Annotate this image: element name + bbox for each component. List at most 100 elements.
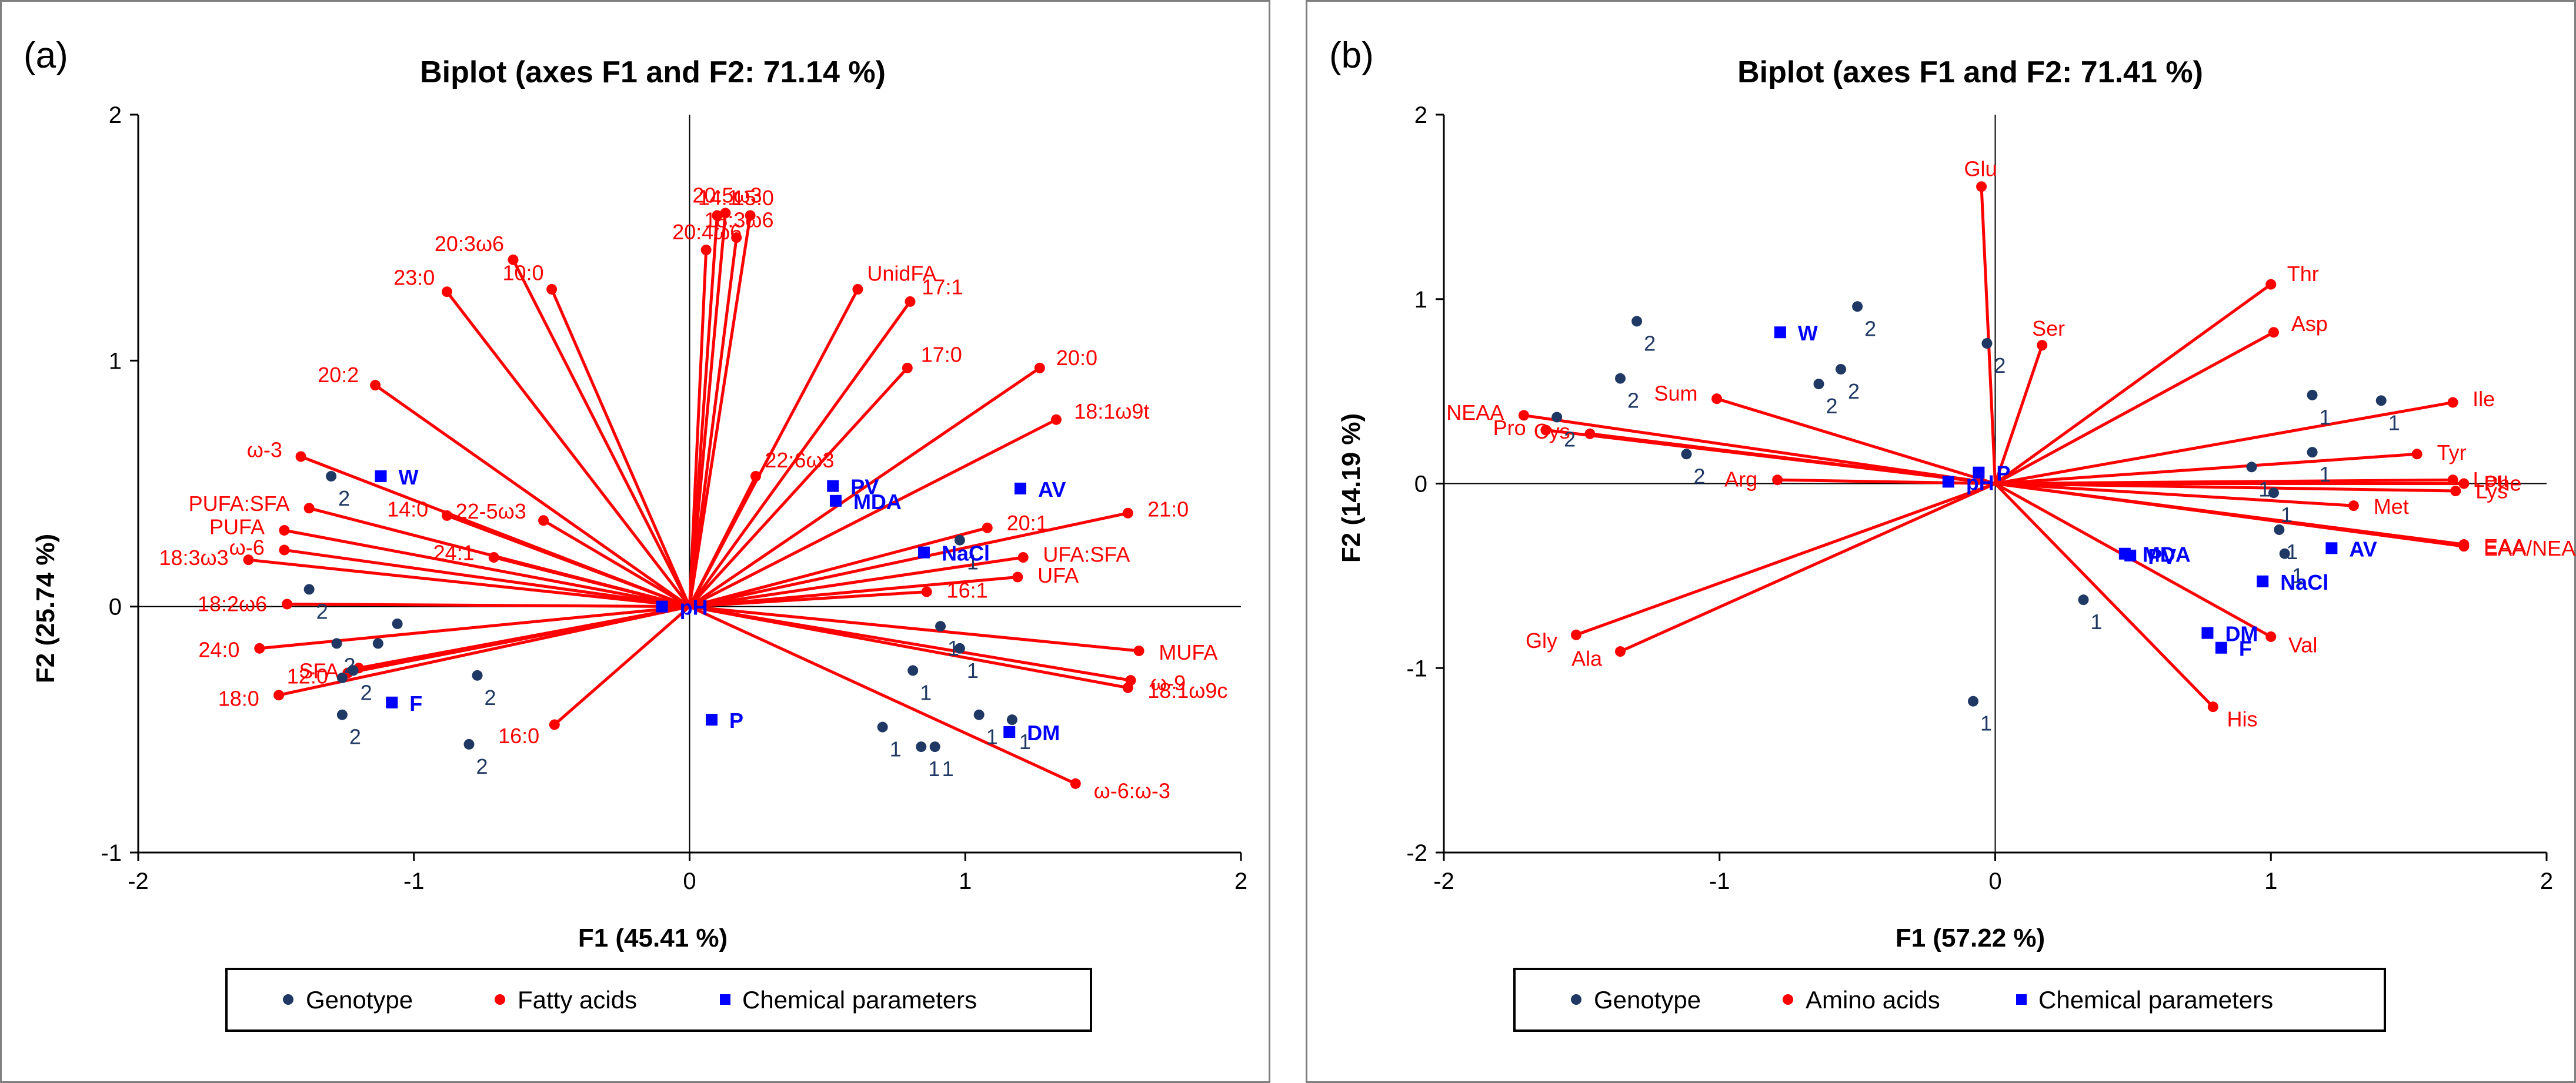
- genotype-point: [1836, 363, 1846, 375]
- variable-label: EAA: [2484, 534, 2526, 559]
- genotype-point: [2307, 389, 2318, 400]
- chart-title: Biplot (axes F1 and F2: 71.41 %): [1737, 55, 2203, 89]
- variable-vector: [287, 602, 690, 609]
- x-tick-label: -2: [128, 868, 149, 894]
- legend-variable-label: Fatty acids: [518, 986, 637, 1014]
- chart-title: Biplot (axes F1 and F2: 71.14 %): [420, 55, 886, 89]
- variable-label: Pro: [1493, 416, 1526, 440]
- genotype-label: 2: [361, 680, 372, 704]
- variable-point: [712, 210, 723, 221]
- variable-label: 23:0: [393, 265, 435, 289]
- variable-point: [442, 286, 452, 298]
- variable-vector: [688, 249, 708, 607]
- variable-label: 14:1: [698, 186, 739, 210]
- chemical-label: pH: [1966, 470, 1994, 494]
- panel-frame: [1306, 0, 2576, 1083]
- genotype-label: 2: [1693, 464, 1705, 488]
- variable-point: [1772, 474, 1783, 486]
- variable-vector: [542, 519, 690, 608]
- variable-vector: [688, 367, 909, 608]
- variable-label: 20:3ω6: [435, 232, 504, 256]
- variable-vector: [689, 556, 1024, 609]
- genotype-label: 2: [476, 754, 488, 778]
- genotype-point: [973, 709, 985, 720]
- genotype-label: 1: [942, 757, 954, 781]
- genotype-label: 1: [986, 725, 998, 749]
- genotype-label: 2: [1644, 331, 1656, 355]
- genotype-label: 2: [316, 599, 328, 623]
- chemical-label: P: [1996, 462, 2010, 486]
- genotype-point: [1813, 379, 1824, 390]
- genotype-point: [877, 721, 888, 733]
- variable-label: 18:0: [218, 687, 259, 711]
- variable-point: [2268, 327, 2279, 338]
- chemical-point: [2124, 549, 2137, 561]
- y-tick-label: -1: [1406, 656, 1427, 681]
- y-tick-label: 1: [1414, 287, 1427, 313]
- variable-label: 18:1ω9t: [1074, 399, 1149, 423]
- x-tick-label: 2: [2540, 868, 2553, 894]
- chemical-label: W: [1798, 321, 1818, 345]
- chemical-point: [706, 714, 718, 726]
- genotype-point: [326, 470, 337, 482]
- variable-point: [295, 451, 306, 462]
- x-tick-label: 0: [683, 868, 696, 894]
- legend-genotype-marker: [1571, 994, 1581, 1005]
- x-axis-title: F1 (45.41 %): [578, 924, 728, 952]
- variable-point: [1615, 646, 1626, 657]
- genotype-label: 2: [485, 686, 496, 710]
- variable-point: [303, 503, 315, 514]
- variable-vector: [689, 526, 988, 609]
- genotype-point: [2375, 395, 2387, 406]
- variable-label: 24:0: [198, 638, 239, 662]
- genotype-point: [954, 643, 965, 654]
- x-tick-label: -1: [1709, 868, 1730, 894]
- genotype-label: 1: [1980, 711, 1992, 736]
- variable-label: Gly: [1526, 629, 1557, 653]
- variable-vector: [1994, 331, 2275, 485]
- variable-vector: [689, 605, 1076, 785]
- y-tick-label: -2: [1406, 840, 1427, 866]
- chemical-label: DM: [1027, 721, 1060, 745]
- genotype-point: [392, 618, 403, 629]
- variable-vector: [689, 605, 1139, 653]
- genotype-point: [372, 638, 383, 649]
- variable-label: ω-3: [247, 438, 282, 462]
- y-tick-label: 0: [1414, 472, 1427, 497]
- variable-vector: [374, 384, 690, 608]
- x-tick-label: 1: [2264, 868, 2277, 894]
- genotype-label: 2: [1864, 316, 1876, 340]
- variable-point: [488, 552, 499, 563]
- chemical-point: [829, 494, 842, 507]
- chemical-point: [1973, 466, 1985, 479]
- variable-label: PUFA: [209, 514, 265, 539]
- x-tick-label: 1: [959, 868, 972, 894]
- variable-label: 18:3ω6: [704, 208, 773, 232]
- variable-label: UnidFA: [867, 262, 936, 286]
- panel-label: (b): [1329, 35, 1374, 76]
- variable-vector: [688, 215, 719, 607]
- variable-vector: [1576, 482, 1996, 637]
- variable-label: 18:1ω9c: [1147, 678, 1227, 703]
- variable-vector: [689, 605, 1129, 690]
- genotype-label: 2: [1627, 389, 1639, 413]
- variable-vector: [284, 548, 690, 609]
- biplot-a-svg: (a) Biplot (axes F1 and F2: 71.14 %) F1 …: [24, 35, 1247, 1032]
- variable-vector: [689, 590, 927, 609]
- variable-point: [2450, 486, 2461, 497]
- variable-point: [2458, 541, 2470, 552]
- legend-box: [225, 968, 1092, 1032]
- variable-label: 21:0: [1147, 497, 1189, 521]
- variable-vector: [1995, 452, 2417, 485]
- variable-label: 16:1: [947, 579, 988, 603]
- variable-point: [546, 284, 558, 295]
- variable-vector: [689, 366, 1041, 608]
- variable-point: [750, 470, 761, 482]
- legend-chemical-label: Chemical parameters: [2038, 986, 2273, 1014]
- legend-box: [1513, 968, 2386, 1032]
- genotype-point: [954, 534, 965, 546]
- legend-variable-marker: [1783, 994, 1793, 1005]
- variable-vector: [248, 558, 690, 609]
- genotype-point: [2246, 462, 2257, 473]
- genotype-label: 1: [947, 636, 959, 660]
